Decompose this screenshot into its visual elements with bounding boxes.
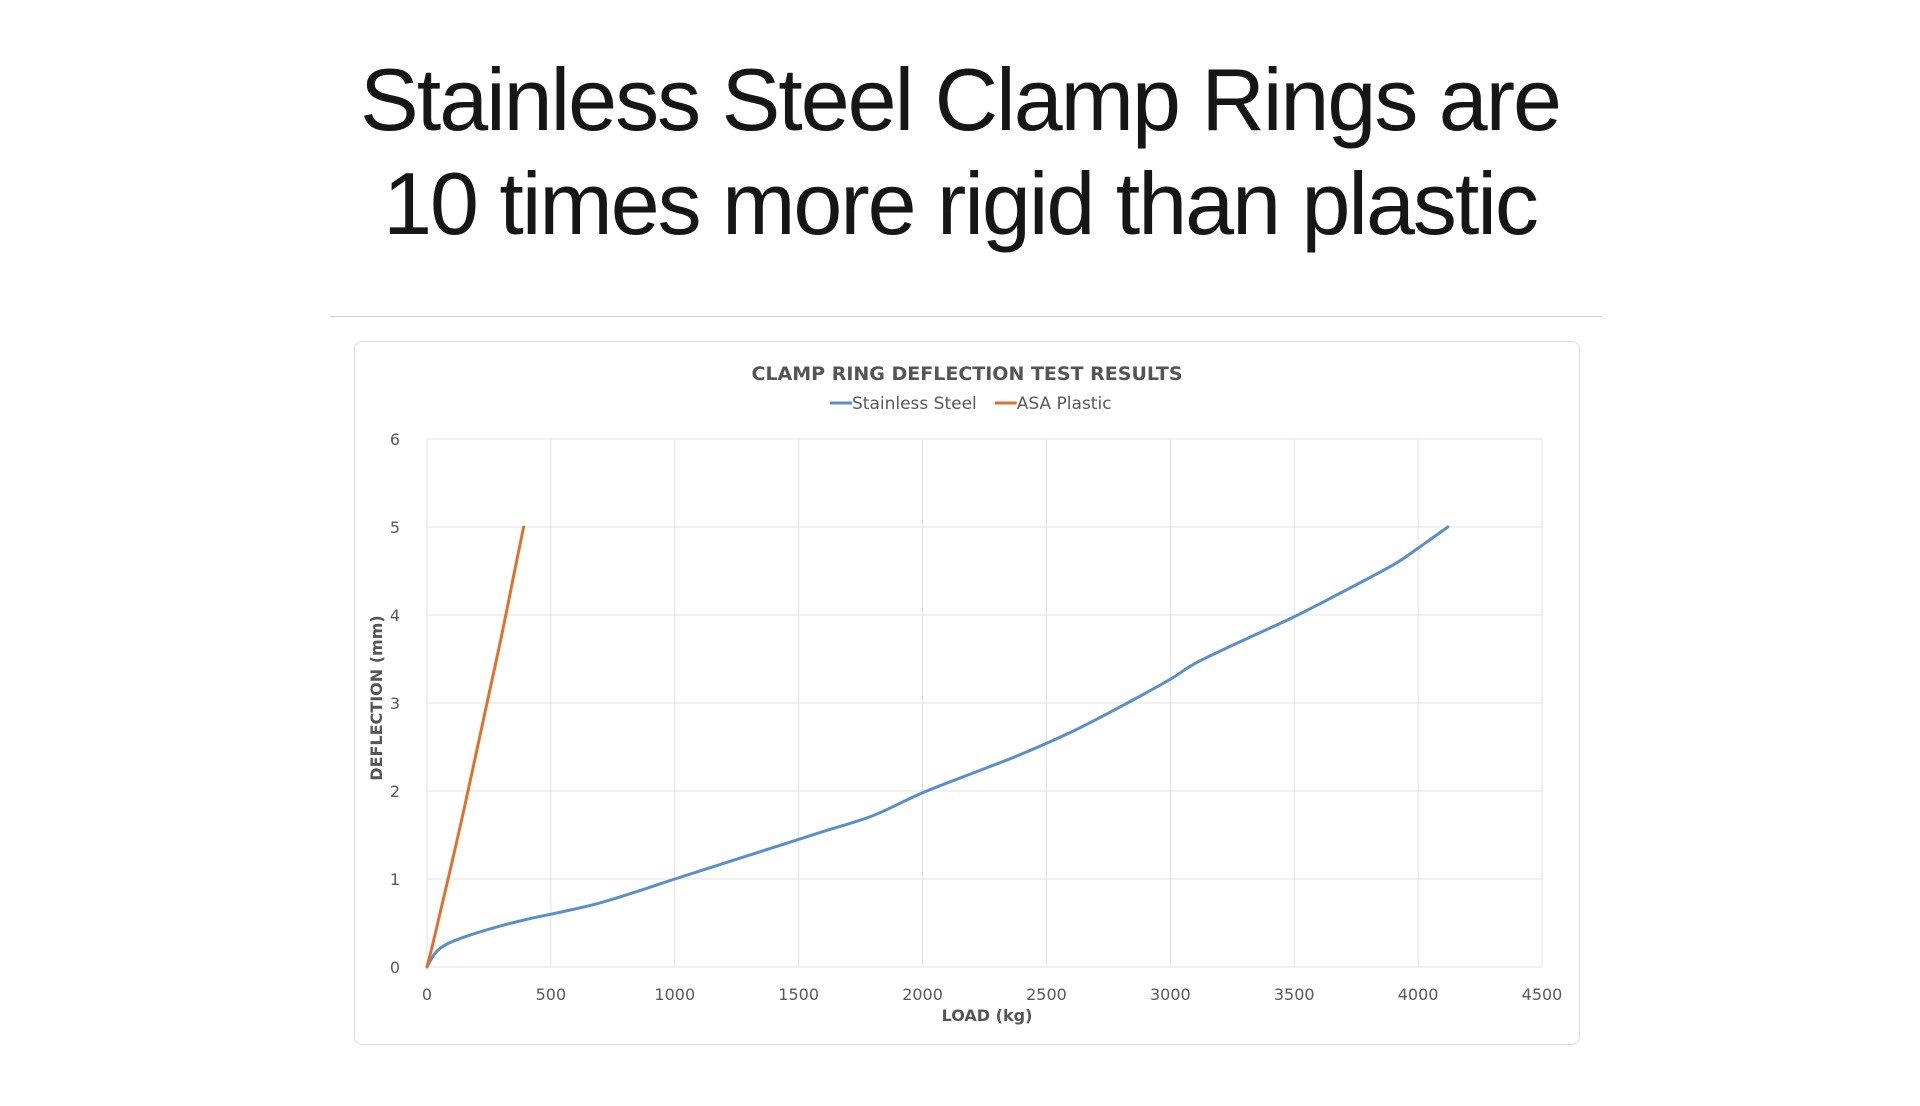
series-line-asa-plastic [425, 525, 526, 969]
x-tick-label: 3000 [1150, 985, 1191, 1004]
gridlines [426, 438, 1543, 968]
x-tick-label: 1000 [654, 985, 695, 1004]
headline-line-1: Stainless Steel Clamp Rings are [360, 50, 1562, 149]
x-tick-label: 2000 [902, 985, 943, 1004]
y-tick-label: 3 [390, 694, 400, 713]
y-axis-ticks: 0 1 2 3 4 5 6 [390, 430, 400, 977]
x-tick-label: 500 [536, 985, 567, 1004]
y-tick-label: 4 [390, 606, 400, 625]
x-tick-label: 0 [422, 985, 432, 1004]
chart-title: CLAMP RING DEFLECTION TEST RESULTS [752, 363, 1183, 385]
y-axis-title: DEFLECTION (mm) [367, 615, 386, 780]
x-tick-label: 2500 [1026, 985, 1067, 1004]
divider [330, 316, 1602, 317]
series-lines [425, 525, 1450, 969]
x-tick-label: 4500 [1522, 985, 1563, 1004]
deflection-chart: CLAMP RING DEFLECTION TEST RESULTS Stain… [367, 363, 1562, 1025]
y-tick-label: 5 [390, 518, 400, 537]
y-tick-label: 2 [390, 782, 400, 801]
x-tick-label: 3500 [1274, 985, 1315, 1004]
y-tick-label: 0 [390, 958, 400, 977]
legend-label-stainless-steel: Stainless Steel [852, 394, 977, 414]
x-tick-label: 1500 [778, 985, 819, 1004]
y-tick-label: 1 [390, 870, 400, 889]
legend-label-asa-plastic: ASA Plastic [1017, 394, 1112, 414]
chart-card: CLAMP RING DEFLECTION TEST RESULTS Stain… [354, 341, 1580, 1045]
legend: Stainless Steel ASA Plastic [830, 394, 1112, 414]
x-tick-label: 4000 [1398, 985, 1439, 1004]
x-axis-ticks: 0 500 1000 1500 2000 2500 3000 3500 4000 4500 [422, 985, 1562, 1004]
series-line-stainless-steel [425, 525, 1450, 969]
headline: Stainless Steel Clamp Rings are 10 times… [0, 48, 1920, 256]
x-axis-title: LOAD (kg) [942, 1006, 1033, 1025]
y-tick-label: 6 [390, 430, 400, 449]
headline-line-2: 10 times more rigid than plastic [383, 154, 1539, 253]
